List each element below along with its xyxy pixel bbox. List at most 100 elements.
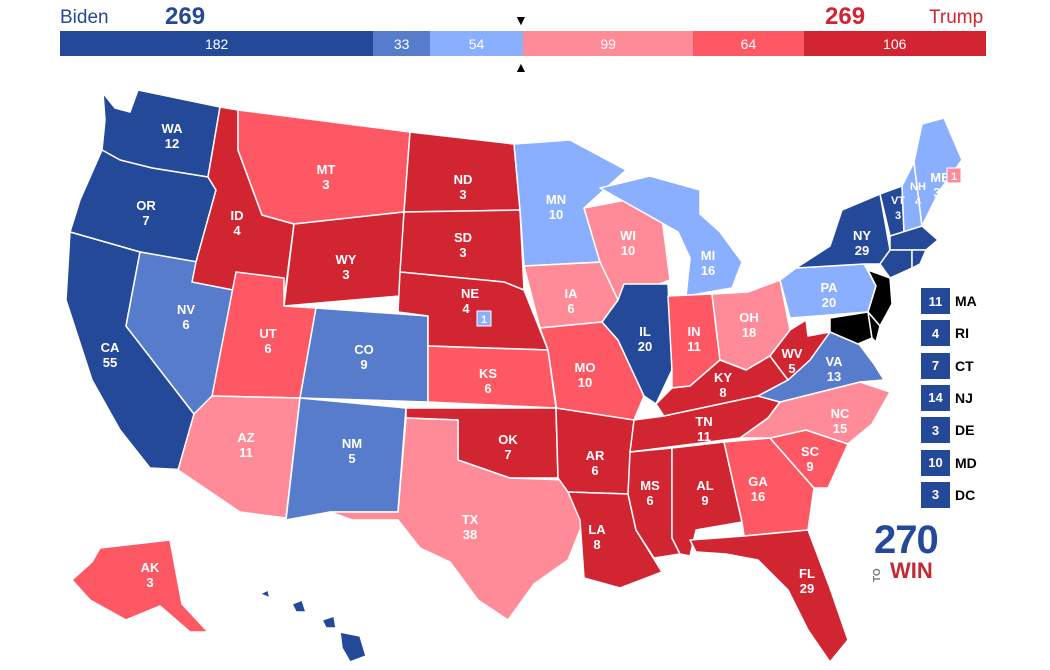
state-hi[interactable] bbox=[259, 589, 367, 663]
state-label-mn: MN bbox=[546, 192, 566, 207]
up-arrow-icon: ▲ bbox=[514, 59, 528, 75]
state-ny[interactable] bbox=[795, 193, 891, 269]
small-state-abbr: DE bbox=[955, 422, 975, 439]
state-ev-nv: 6 bbox=[182, 317, 189, 332]
state-label-ut: UT bbox=[259, 326, 276, 341]
us-map: WA12OR7CA55NV6ID4MT3WY3UT6AZ11CO9NM5ND3S… bbox=[65, 89, 963, 664]
state-ev-ks: 6 bbox=[484, 381, 491, 396]
state-label-wa: WA bbox=[162, 121, 184, 136]
small-state-abbr: NJ bbox=[955, 389, 973, 406]
small-state-ev: 7 bbox=[921, 352, 950, 379]
state-ev-al: 9 bbox=[701, 493, 708, 508]
district-box-me[interactable] bbox=[946, 167, 962, 184]
state-label-nd: ND bbox=[454, 172, 473, 187]
small-state-ev: 3 bbox=[921, 481, 950, 508]
state-label-mi: MI bbox=[701, 248, 715, 263]
small-state-ev: 4 bbox=[921, 320, 950, 347]
state-label-sc: SC bbox=[801, 444, 820, 459]
270towin-logo: 270 TO WIN bbox=[872, 518, 952, 588]
small-state-md[interactable]: 10 MD bbox=[921, 449, 1001, 476]
district-box-ne[interactable] bbox=[476, 310, 492, 327]
state-label-sd: SD bbox=[454, 230, 472, 245]
state-label-id: ID bbox=[231, 208, 244, 223]
state-nm[interactable] bbox=[285, 397, 407, 521]
state-ri[interactable] bbox=[911, 249, 927, 269]
ev-segment-5: 106 bbox=[803, 31, 986, 56]
state-ev-ny: 29 bbox=[855, 243, 869, 258]
state-ev-nd: 3 bbox=[459, 187, 466, 202]
state-label-ar: AR bbox=[586, 448, 605, 463]
state-ev-me: 3 bbox=[933, 185, 940, 200]
ev-segment-2: 54 bbox=[430, 31, 523, 56]
state-ak[interactable] bbox=[71, 539, 209, 633]
ev-bar: 182 33 54 99 64 106 bbox=[60, 31, 986, 56]
state-label-la: LA bbox=[588, 522, 606, 537]
state-ev-ky: 8 bbox=[719, 385, 726, 400]
state-ev-oh: 18 bbox=[742, 325, 756, 340]
state-ev-ak: 3 bbox=[146, 575, 153, 590]
state-ev-ms: 6 bbox=[646, 493, 653, 508]
state-ev-nc: 15 bbox=[833, 421, 847, 436]
state-ev-wv: 5 bbox=[788, 361, 795, 376]
ev-segment-0: 182 bbox=[60, 31, 374, 56]
state-ev-vt: 3 bbox=[895, 210, 901, 222]
state-label-me: ME bbox=[930, 170, 950, 185]
state-label-pa: PA bbox=[820, 280, 838, 295]
district-label-me: 1 bbox=[951, 171, 957, 183]
state-label-tn: TN bbox=[695, 414, 712, 429]
state-ct[interactable] bbox=[879, 249, 913, 279]
state-de[interactable] bbox=[867, 311, 881, 343]
state-ev-hi: 4 bbox=[318, 649, 326, 664]
state-ev-sd: 3 bbox=[459, 245, 466, 260]
small-state-dc[interactable]: 3 DC bbox=[921, 481, 1001, 508]
state-ev-fl: 29 bbox=[800, 581, 814, 596]
header: Biden 269 269 Trump bbox=[0, 0, 1050, 30]
state-label-mo: MO bbox=[575, 360, 596, 375]
state-label-or: OR bbox=[136, 198, 156, 213]
state-label-ga: GA bbox=[748, 474, 768, 489]
state-tx[interactable] bbox=[329, 417, 585, 621]
state-wv[interactable] bbox=[769, 319, 831, 381]
state-md[interactable] bbox=[829, 311, 873, 345]
state-ev-ne: 4 bbox=[462, 301, 470, 316]
state-label-nm: NM bbox=[342, 436, 362, 451]
state-mi[interactable] bbox=[599, 175, 743, 297]
down-arrow-icon: ▼ bbox=[514, 12, 528, 28]
state-label-in: IN bbox=[688, 324, 701, 339]
state-ev-wi: 10 bbox=[621, 243, 635, 258]
state-ev-wa: 12 bbox=[165, 136, 179, 151]
state-ev-tn: 11 bbox=[697, 429, 711, 444]
state-label-hi: HI bbox=[316, 634, 329, 649]
state-ev-mi: 16 bbox=[701, 263, 715, 278]
state-ev-nh: 4 bbox=[915, 196, 922, 208]
state-label-fl: FL bbox=[799, 566, 815, 581]
state-ev-nm: 5 bbox=[348, 451, 355, 466]
right-candidate-total: 269 bbox=[825, 3, 866, 30]
state-ev-az: 11 bbox=[239, 445, 253, 460]
small-state-ma[interactable]: 11 MA bbox=[921, 288, 1001, 314]
state-label-nh: NH bbox=[910, 181, 926, 193]
state-ev-wy: 3 bbox=[342, 267, 349, 282]
small-state-ct[interactable]: 7 CT bbox=[921, 352, 1001, 379]
small-state-de[interactable]: 3 DE bbox=[921, 417, 1001, 444]
state-label-ak: AK bbox=[141, 560, 160, 575]
state-ev-ut: 6 bbox=[264, 341, 271, 356]
ev-segment-1: 33 bbox=[373, 31, 431, 56]
state-label-wy: WY bbox=[336, 252, 357, 267]
state-ev-mn: 10 bbox=[549, 207, 563, 222]
logo-to: TO bbox=[872, 568, 883, 582]
logo-win: WIN bbox=[890, 558, 933, 583]
district-label-ne: 1 bbox=[481, 314, 487, 326]
ev-segment-3: 99 bbox=[522, 31, 694, 56]
state-ev-va: 13 bbox=[827, 369, 841, 384]
state-ev-ia: 6 bbox=[567, 301, 574, 316]
state-label-nv: NV bbox=[177, 302, 195, 317]
small-state-nj[interactable]: 14 NJ bbox=[921, 384, 1001, 411]
state-label-al: AL bbox=[696, 478, 713, 493]
state-fl[interactable] bbox=[689, 529, 849, 663]
small-state-ri[interactable]: 4 RI bbox=[921, 320, 1001, 347]
small-state-ev: 14 bbox=[921, 384, 950, 411]
state-ev-tx: 38 bbox=[463, 527, 477, 542]
state-ma[interactable] bbox=[889, 225, 939, 251]
state-ev-pa: 20 bbox=[822, 295, 836, 310]
